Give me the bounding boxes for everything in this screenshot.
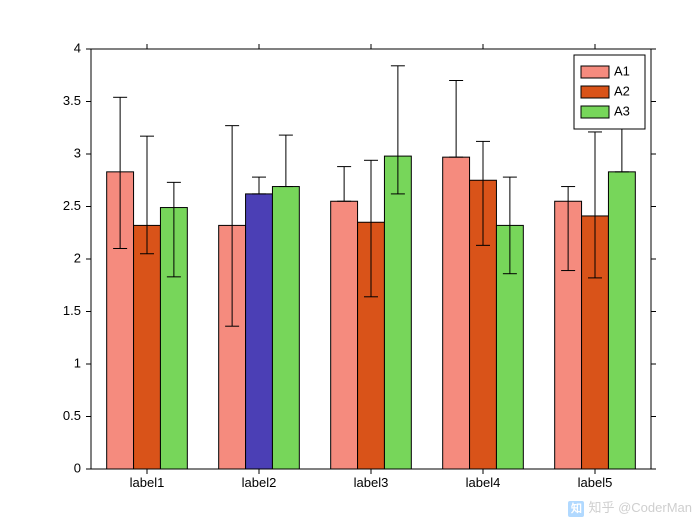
svg-text:2.5: 2.5 (63, 198, 81, 213)
bar (384, 156, 411, 469)
svg-text:4: 4 (74, 40, 81, 55)
bar (134, 225, 161, 469)
bar (443, 157, 470, 469)
svg-text:label5: label5 (578, 475, 613, 490)
bar-chart: 0 0.5 1 1.5 2 2.5 3 3.5 4 label1 label2 label3 label… (0, 0, 700, 525)
svg-text:label3: label3 (354, 475, 389, 490)
svg-text:0.5: 0.5 (63, 408, 81, 423)
svg-text:3.5: 3.5 (63, 93, 81, 108)
svg-text:label4: label4 (466, 475, 501, 490)
bar (331, 201, 358, 469)
svg-text:3: 3 (74, 145, 81, 160)
svg-text:2: 2 (74, 250, 81, 265)
legend-label: A3 (614, 103, 630, 118)
svg-text:label2: label2 (242, 475, 277, 490)
bar (246, 194, 273, 469)
legend-swatch (581, 106, 609, 118)
svg-text:1: 1 (74, 355, 81, 370)
svg-text:0: 0 (74, 460, 81, 475)
legend-swatch (581, 86, 609, 98)
legend-swatch (581, 66, 609, 78)
bar (608, 172, 635, 469)
svg-text:1.5: 1.5 (63, 303, 81, 318)
legend-label: A2 (614, 83, 630, 98)
svg-text:label1: label1 (130, 475, 165, 490)
legend-label: A1 (614, 63, 630, 78)
chart-container: 0 0.5 1 1.5 2 2.5 3 3.5 4 label1 label2 label3 label… (0, 0, 700, 525)
bar (272, 187, 299, 469)
